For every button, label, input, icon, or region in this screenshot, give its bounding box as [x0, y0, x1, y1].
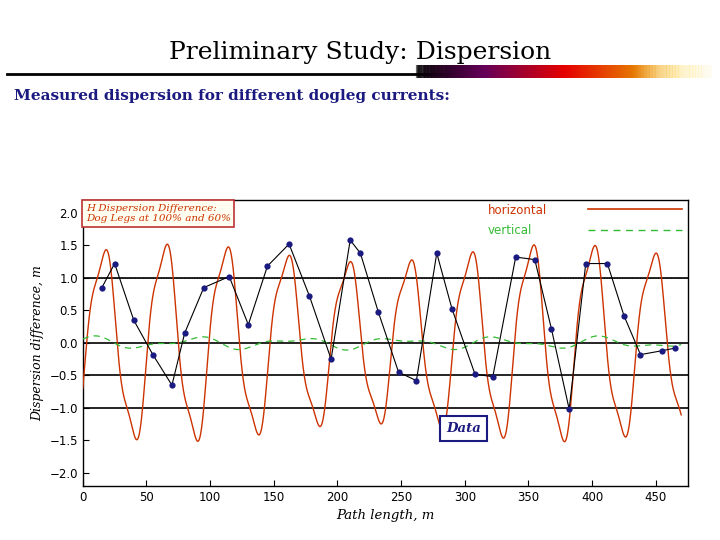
Text: vertical: vertical: [488, 224, 532, 237]
Text: horizontal: horizontal: [488, 204, 547, 217]
Text: Preliminary Study: Dispersion: Preliminary Study: Dispersion: [169, 40, 551, 64]
Y-axis label: Dispersion difference, m: Dispersion difference, m: [31, 265, 44, 421]
Text: Measured dispersion for different dogleg currents:: Measured dispersion for different dogleg…: [14, 89, 450, 103]
Text: Data: Data: [446, 422, 481, 435]
X-axis label: Path length, m: Path length, m: [336, 509, 434, 522]
Text: H Dispersion Difference:
Dog Legs at 100% and 60%: H Dispersion Difference: Dog Legs at 100…: [86, 204, 231, 224]
